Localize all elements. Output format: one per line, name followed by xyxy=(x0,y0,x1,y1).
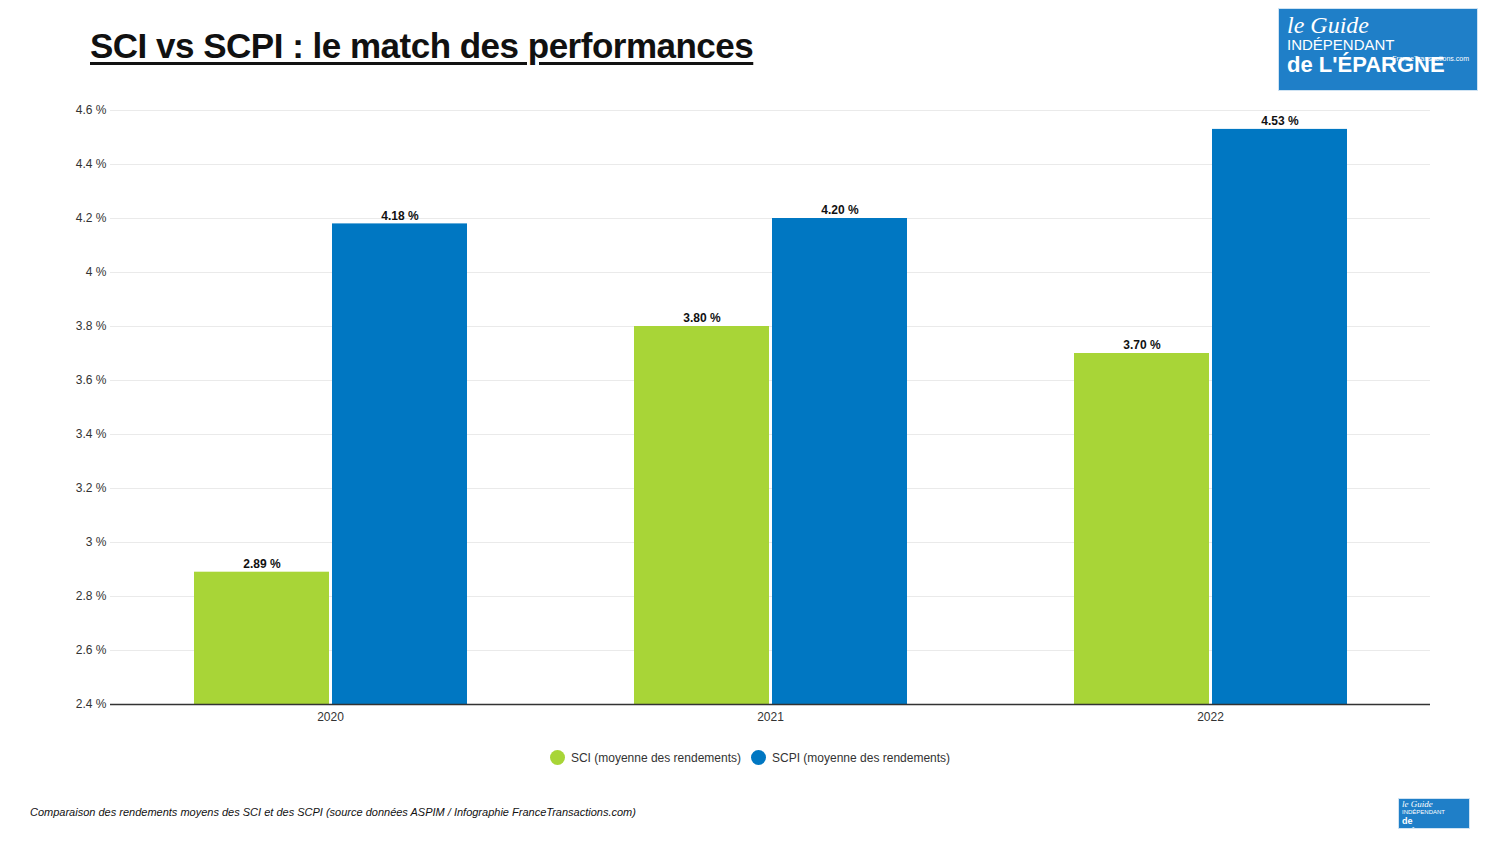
svg-text:4.18 %: 4.18 % xyxy=(381,209,419,223)
svg-text:2.6 %: 2.6 % xyxy=(76,643,107,657)
svg-text:3.6 %: 3.6 % xyxy=(76,373,107,387)
svg-text:2.89 %: 2.89 % xyxy=(243,557,281,571)
svg-text:2.8 %: 2.8 % xyxy=(76,589,107,603)
html-text:FranceTransactions.com: FranceTransactions.com xyxy=(1392,55,1469,62)
svg-text:2.4 %: 2.4 % xyxy=(76,697,107,711)
svg-text:4.20 %: 4.20 % xyxy=(821,203,859,217)
svg-text:2022: 2022 xyxy=(1197,710,1224,724)
html-text:SCPI (moyenne des rendements): SCPI (moyenne des rendements) xyxy=(772,750,951,765)
svg-text:3.80 %: 3.80 % xyxy=(683,311,721,325)
svg-text:3.2 %: 3.2 % xyxy=(76,481,107,495)
svg-text:3.8 %: 3.8 % xyxy=(76,319,107,333)
svg-text:4 %: 4 % xyxy=(86,265,107,279)
svg-text:4.53 %: 4.53 % xyxy=(1261,114,1299,128)
html-text:INDÉPENDANT: INDÉPENDANT xyxy=(1402,809,1445,815)
html-text:le Guide: le Guide xyxy=(1402,799,1433,809)
svg-text:2020: 2020 xyxy=(317,710,344,724)
svg-text:3.70 %: 3.70 % xyxy=(1123,338,1161,352)
svg-text:4.4 %: 4.4 % xyxy=(76,157,107,171)
html-text:le Guide: le Guide xyxy=(1287,12,1369,38)
svg-text:3 %: 3 % xyxy=(86,535,107,549)
html-text:INDÉPENDANT: INDÉPENDANT xyxy=(1287,36,1395,53)
html-text:SCI vs SCPI : le match des per: SCI vs SCPI : le match des performances xyxy=(90,26,754,65)
svg-text:4.2 %: 4.2 % xyxy=(76,211,107,225)
svg-text:3.4 %: 3.4 % xyxy=(76,427,107,441)
html-text:SCI (moyenne des rendements): SCI (moyenne des rendements) xyxy=(570,750,741,765)
svg-text:4.6 %: 4.6 % xyxy=(76,103,107,117)
html-text:de L'ÉPARGNE: de L'ÉPARGNE xyxy=(1287,52,1445,77)
svg-text:2021: 2021 xyxy=(757,710,784,724)
html-text:Comparaison des rendements moy: Comparaison des rendements moyens des SC… xyxy=(30,806,636,818)
